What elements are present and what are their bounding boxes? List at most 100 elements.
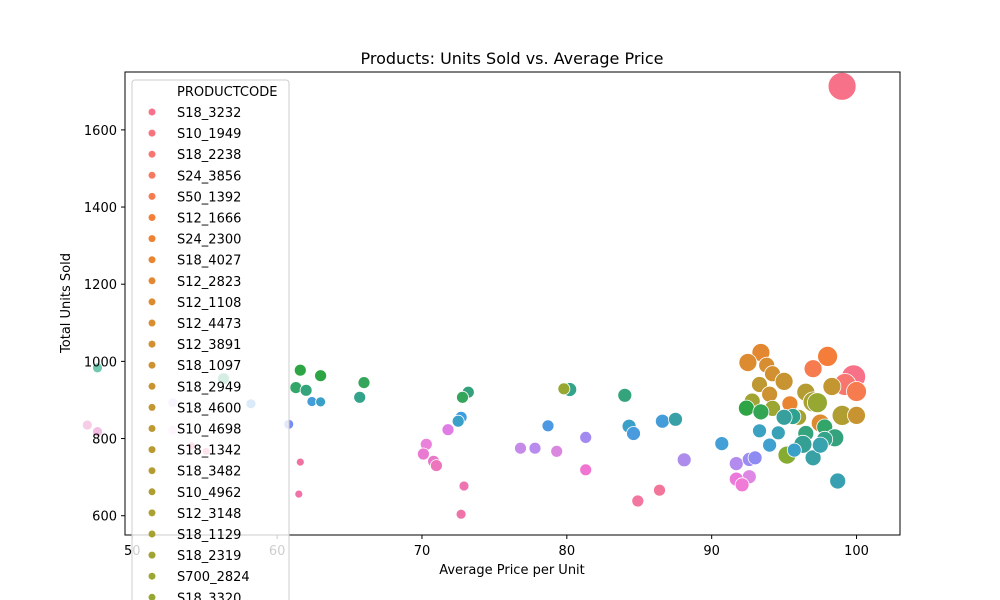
legend-marker: [148, 214, 156, 221]
legend-label: S18_2949: [177, 380, 241, 395]
legend-frame: [131, 79, 290, 600]
data-point: [295, 457, 305, 467]
legend-label: S18_1129: [177, 528, 241, 543]
legend-label: S12_1108: [177, 296, 241, 311]
data-point: [775, 408, 793, 426]
legend-label: S12_1666: [177, 212, 241, 227]
legend-label: S18_4600: [177, 401, 241, 416]
data-point: [631, 494, 645, 508]
data-point: [456, 390, 469, 404]
chart-title: Products: Units Sold vs. Average Price: [361, 49, 664, 68]
legend-label: S50_1392: [177, 190, 241, 205]
legend-label: S18_2319: [177, 549, 241, 564]
data-point: [579, 463, 593, 477]
data-point: [92, 362, 103, 374]
data-point: [514, 441, 527, 455]
legend-title: PRODUCTCODE: [177, 85, 277, 100]
legend-marker: [148, 340, 156, 348]
data-point: [847, 405, 866, 425]
data-point: [455, 508, 467, 520]
legend-marker: [148, 382, 156, 390]
data-point: [416, 447, 430, 461]
legend-marker: [148, 361, 156, 369]
legend-marker: [148, 488, 156, 496]
data-point: [541, 419, 555, 433]
legend-marker: [148, 403, 156, 411]
legend-label: S18_4027: [177, 254, 241, 269]
x-tick-label: 70: [414, 544, 431, 559]
legend-label: S10_4698: [177, 423, 241, 438]
legend-marker: [148, 425, 156, 432]
x-axis-title: Average Price per Unit: [439, 563, 585, 578]
data-point: [846, 381, 867, 402]
data-point: [458, 480, 470, 492]
data-point: [550, 444, 564, 458]
y-tick-label: 1400: [84, 201, 117, 216]
legend-marker: [148, 593, 156, 600]
data-point: [451, 414, 465, 428]
data-point: [655, 413, 670, 429]
x-tick-label: 100: [844, 544, 869, 559]
legend-marker: [148, 319, 156, 327]
data-point: [579, 430, 593, 444]
data-point: [357, 376, 371, 390]
data-point: [807, 392, 828, 414]
legend: PRODUCTCODE S18_3232 S10_1949 S18_2238 S24_…: [131, 79, 290, 600]
legend-label: S10_4962: [177, 486, 241, 501]
data-point: [786, 442, 802, 458]
legend-marker: [148, 150, 156, 158]
legend-marker: [148, 551, 156, 559]
data-point: [294, 489, 304, 499]
legend-marker: [148, 192, 156, 200]
legend-label: S18_3232: [177, 106, 241, 121]
data-point: [293, 363, 307, 377]
data-point: [774, 371, 794, 391]
x-tick-label: 90: [703, 544, 720, 559]
y-tick-label: 1600: [84, 124, 117, 139]
legend-label: S12_2823: [177, 275, 241, 290]
data-point: [528, 441, 542, 455]
data-point: [617, 387, 633, 403]
data-point: [752, 403, 770, 421]
data-point: [811, 436, 829, 454]
data-point: [557, 382, 571, 396]
y-tick-label: 1200: [84, 278, 117, 293]
data-point: [92, 426, 103, 438]
data-point: [762, 437, 777, 453]
data-point: [626, 426, 641, 441]
data-point: [817, 345, 838, 367]
legend-marker: [148, 530, 156, 538]
data-point: [315, 396, 327, 408]
y-axis-title: Total Units Sold: [59, 253, 74, 354]
legend-marker: [148, 467, 156, 475]
y-tick-label: 600: [92, 510, 117, 525]
data-point: [429, 459, 443, 473]
legend-label: S18_1097: [177, 359, 241, 374]
data-point: [714, 436, 730, 452]
data-point: [770, 425, 786, 441]
data-point: [804, 449, 822, 467]
data-point: [752, 423, 767, 439]
data-point: [803, 359, 823, 379]
legend-marker: [148, 256, 156, 264]
legend-label: S18_2238: [177, 148, 241, 163]
legend-marker: [148, 572, 156, 580]
data-point: [827, 71, 857, 101]
data-point: [441, 423, 455, 437]
legend-marker: [148, 277, 156, 285]
legend-marker: [148, 298, 156, 306]
data-point: [668, 411, 683, 427]
legend-label: S12_3891: [177, 338, 241, 353]
y-tick-label: 1000: [84, 355, 117, 370]
legend-label: S18_3482: [177, 465, 241, 480]
legend-marker: [148, 509, 156, 517]
legend-marker: [148, 171, 156, 179]
legend-label: S10_1949: [177, 127, 241, 142]
y-tick-label: 800: [92, 433, 117, 448]
legend-label: S12_3148: [177, 507, 241, 522]
data-point: [738, 399, 755, 417]
data-point: [299, 383, 313, 397]
data-point: [653, 483, 666, 497]
data-point: [738, 353, 758, 372]
